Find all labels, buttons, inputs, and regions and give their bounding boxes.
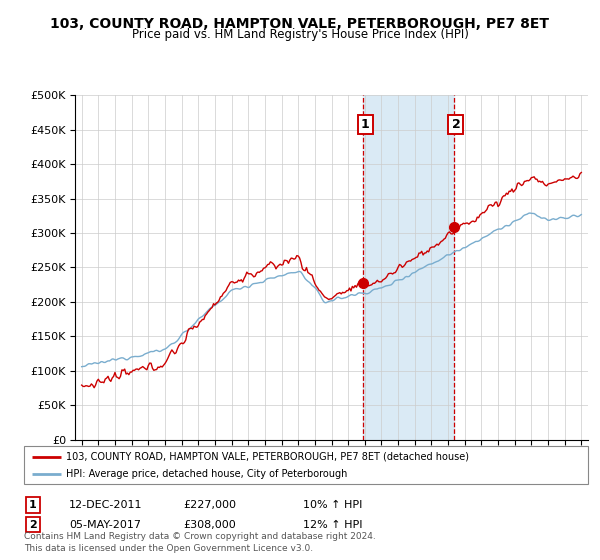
Text: Contains HM Land Registry data © Crown copyright and database right 2024.
This d: Contains HM Land Registry data © Crown c… [24,533,376,553]
Text: 05-MAY-2017: 05-MAY-2017 [69,520,141,530]
Text: 12-DEC-2011: 12-DEC-2011 [69,500,143,510]
Text: HPI: Average price, detached house, City of Peterborough: HPI: Average price, detached house, City… [66,469,347,479]
Text: 103, COUNTY ROAD, HAMPTON VALE, PETERBOROUGH, PE7 8ET: 103, COUNTY ROAD, HAMPTON VALE, PETERBOR… [50,17,550,31]
Text: 2: 2 [452,118,460,131]
Text: £308,000: £308,000 [183,520,236,530]
FancyBboxPatch shape [24,446,588,484]
Text: 103, COUNTY ROAD, HAMPTON VALE, PETERBOROUGH, PE7 8ET (detached house): 103, COUNTY ROAD, HAMPTON VALE, PETERBOR… [66,451,469,461]
Text: £227,000: £227,000 [183,500,236,510]
Text: 12% ↑ HPI: 12% ↑ HPI [303,520,362,530]
Text: 1: 1 [29,500,37,510]
Text: 1: 1 [361,118,370,131]
Text: 2: 2 [29,520,37,530]
Text: Price paid vs. HM Land Registry's House Price Index (HPI): Price paid vs. HM Land Registry's House … [131,28,469,41]
Text: 10% ↑ HPI: 10% ↑ HPI [303,500,362,510]
